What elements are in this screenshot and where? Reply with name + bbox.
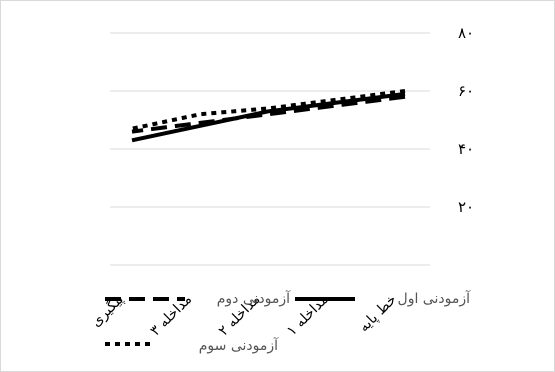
- legend-label: آزمودنی سوم: [199, 337, 279, 354]
- legend-label: آزمودنی اول: [398, 290, 472, 307]
- legend-label: آزمودنی دوم: [217, 290, 291, 307]
- y-tick-label: ۶۰: [458, 82, 474, 100]
- x-category-label: پیگیری: [87, 291, 127, 331]
- y-axis-ticks: ۲۰ ۴۰ ۶۰ ۸۰: [458, 24, 474, 216]
- y-tick-label: ۴۰: [458, 140, 474, 158]
- series-line: [131, 91, 406, 143]
- legend: آزمودنی اول آزمودنی دوم آزمودنی سوم: [105, 290, 471, 354]
- series-lines: [131, 89, 406, 143]
- x-category-label: خط پایه: [356, 292, 400, 336]
- y-tick-label: ۸۰: [458, 24, 474, 42]
- series-line: [131, 94, 406, 134]
- y-tick-label: ۲۰: [458, 198, 474, 216]
- gridlines: [110, 32, 430, 266]
